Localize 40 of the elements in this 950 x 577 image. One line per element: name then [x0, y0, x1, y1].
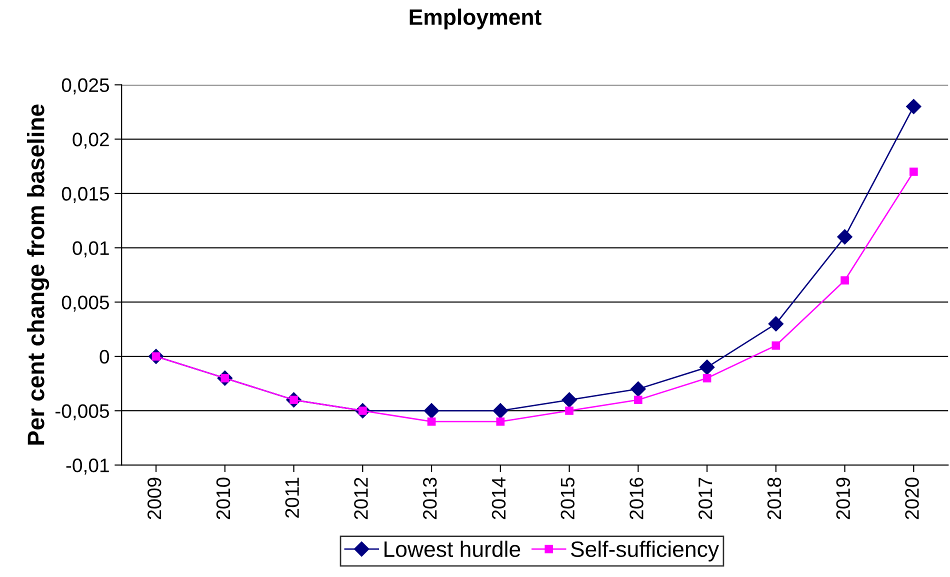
point: [630, 381, 646, 397]
x-tick-label: 2016: [630, 478, 644, 520]
point: [565, 406, 574, 415]
point: [772, 341, 780, 350]
x-tick-label: 2020: [905, 478, 919, 520]
x-tick-label: 2013: [422, 478, 437, 520]
point: [840, 276, 849, 285]
point: [492, 403, 508, 418]
x-tick-label: 2017: [698, 478, 712, 520]
point: [427, 417, 436, 426]
point: [699, 360, 715, 375]
legend-label: Self-sufficiency: [570, 540, 719, 562]
x-tick-label: 2015: [560, 478, 575, 520]
point: [768, 316, 784, 332]
x-tick-label: 2011: [285, 478, 300, 518]
y-tick-label: 0,025: [62, 78, 109, 94]
point: [906, 98, 922, 114]
y-tick-label: -0,005: [56, 404, 109, 420]
x-tick-label: 2009: [147, 478, 162, 520]
y-tick-label: 0,01: [72, 241, 109, 258]
y-axis-title: Per cent change from baseline: [27, 104, 50, 445]
x-tick-label: 2018: [767, 478, 782, 520]
point: [909, 168, 918, 176]
x-tick-label: 2012: [354, 478, 368, 520]
y-tick-label: 0,02: [72, 132, 109, 149]
point: [702, 374, 712, 382]
x-tick-label: 2019: [836, 478, 850, 520]
y-tick-label: 0,015: [62, 186, 109, 203]
point: [496, 417, 505, 426]
y-tick-label: 0,005: [62, 296, 109, 312]
x-tick-label: 2014: [492, 477, 506, 520]
y-tick-label: -0,01: [66, 458, 109, 475]
point: [837, 229, 852, 244]
legend-label: Lowest hurdle: [384, 540, 520, 558]
x-tick-label: 2010: [216, 478, 230, 520]
point: [424, 403, 440, 418]
chart-title: Employment: [410, 8, 542, 30]
point: [562, 392, 577, 408]
point: [634, 396, 642, 404]
y-tick-label: 0: [100, 350, 110, 364]
